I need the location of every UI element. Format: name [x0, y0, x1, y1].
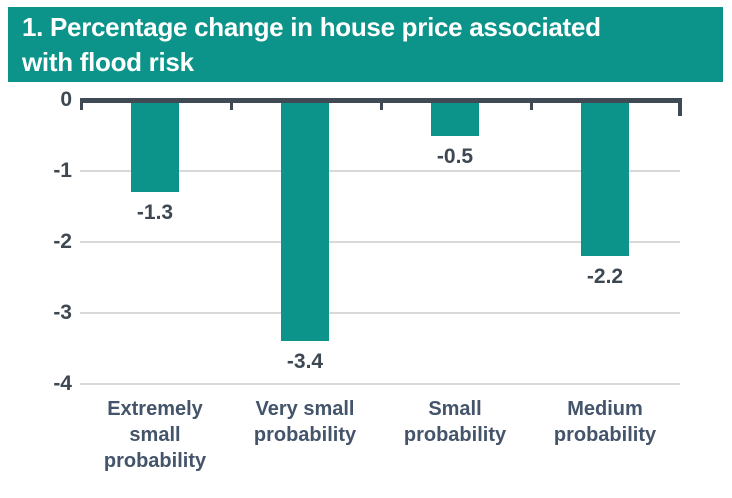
category-label: Medium probability [553, 398, 657, 446]
category-label: Small probability [403, 398, 507, 446]
gridline [80, 170, 680, 172]
plot-area: -1.3 -3.4 -0.5 -2.2 [80, 98, 682, 385]
chart-title-line-2: with flood risk [22, 47, 194, 77]
y-tick-label: -3 [53, 301, 72, 324]
bar-small-probability [431, 100, 479, 136]
y-tick-label: -4 [53, 372, 72, 395]
bar-value-label: -0.5 [436, 144, 474, 168]
axis-tick [230, 103, 233, 110]
bar-value-label: -2.2 [586, 265, 624, 289]
category-label: Extremely small probability [103, 398, 207, 472]
bar-extremely-small-probability [131, 100, 179, 193]
bar-value-label: -3.4 [286, 350, 324, 374]
bar-very-small-probability [281, 100, 329, 342]
bar-value-label: -1.3 [136, 201, 174, 225]
axis-tick [380, 103, 383, 110]
axis-tick [678, 103, 682, 116]
chart-title-banner: 1. Percentage change in house price asso… [8, 7, 723, 82]
gridline [80, 383, 680, 385]
x-axis-zero-line [80, 98, 682, 103]
gridline [80, 312, 680, 314]
bar-medium-probability [581, 100, 629, 257]
y-tick-label: 0 [60, 88, 72, 111]
y-tick-label: -2 [53, 230, 72, 253]
gridline [80, 241, 680, 243]
category-label: Very small probability [253, 398, 357, 446]
axis-tick [530, 103, 533, 110]
axis-tick [80, 103, 83, 110]
chart-title-line-1: 1. Percentage change in house price asso… [22, 12, 601, 42]
y-tick-label: -1 [53, 159, 72, 182]
x-axis-category-labels: Extremely small probability Very small pr… [80, 396, 680, 474]
